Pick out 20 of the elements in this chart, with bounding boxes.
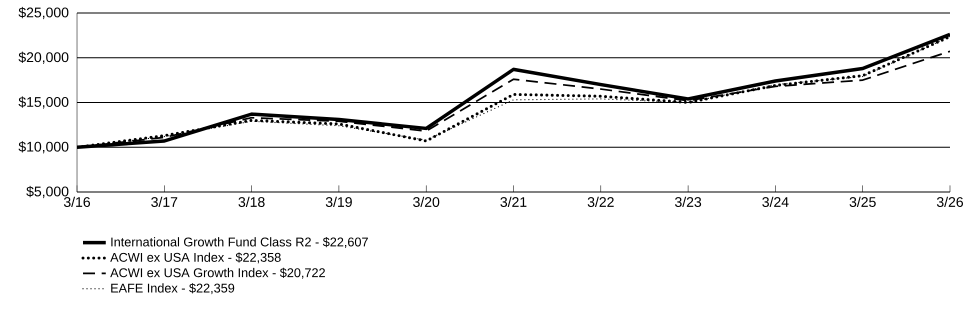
legend-label: EAFE Index - $22,359 [111, 283, 234, 294]
x-tick-label: 3/16 [64, 196, 90, 207]
x-tick-label: 3/25 [850, 196, 876, 207]
legend-label: ACWI ex USA Index - $22,358 [110, 252, 281, 264]
x-tick-label: 3/17 [151, 196, 178, 207]
x-tick-label: 3/19 [326, 196, 352, 207]
y-tick-label: $15,000 [18, 96, 68, 109]
x-tick-label: 3/24 [762, 196, 789, 207]
legend-label: International Growth Fund Class R2 - $22,607 [111, 236, 368, 248]
y-tick-label: $25,000 [18, 6, 68, 20]
y-tick-label: $10,000 [18, 141, 68, 154]
x-tick-label: 3/18 [238, 196, 265, 207]
x-tick-label: 3/26 [936, 196, 964, 207]
y-tick-label: $5,000 [26, 186, 68, 198]
x-tick-label: 3/21 [500, 196, 526, 207]
x-tick-label: 3/22 [588, 196, 614, 207]
y-tick-label: $20,000 [18, 52, 68, 64]
x-tick-label: 3/20 [413, 196, 440, 207]
x-tick-label: 3/23 [675, 196, 702, 207]
legend-label: ACWI ex USA Growth Index - $20,722 [110, 268, 325, 279]
